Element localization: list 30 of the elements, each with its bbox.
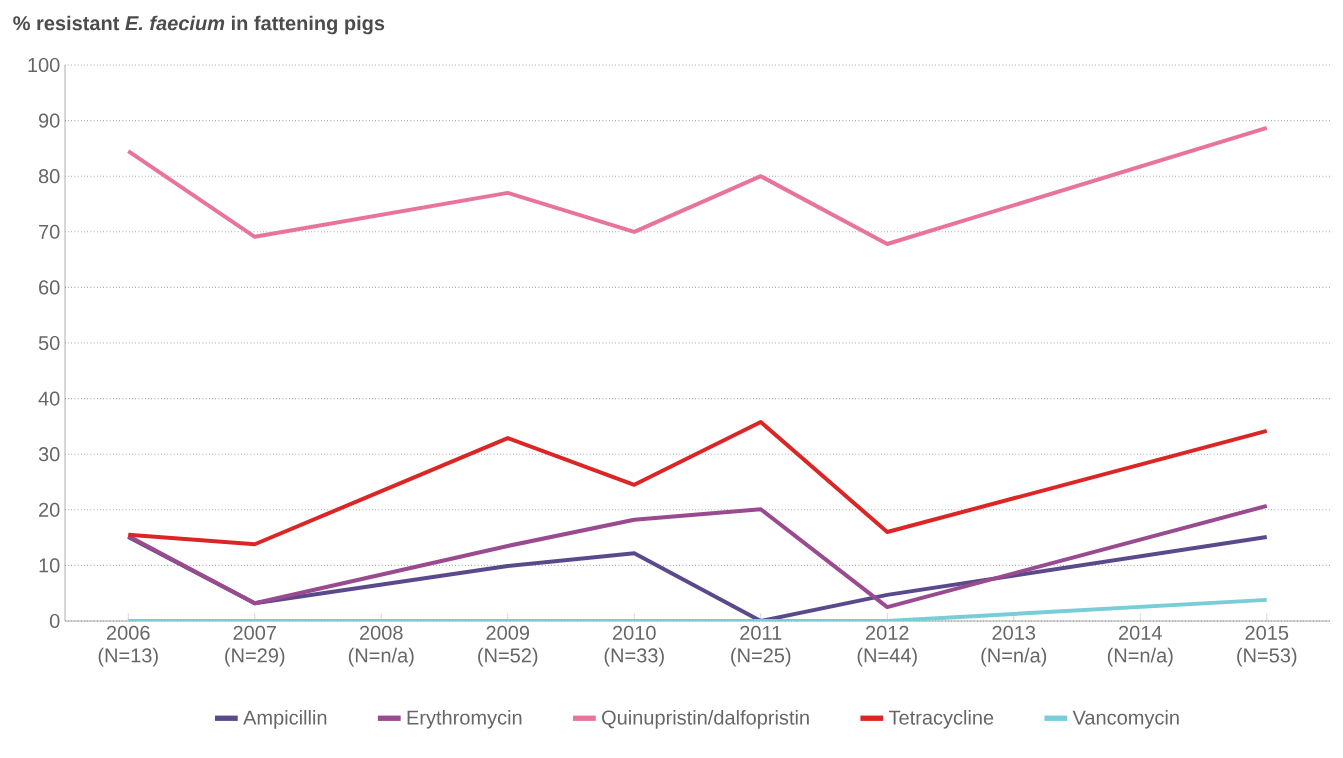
x-tick-label: 2008 (N=n/a) [348, 625, 414, 667]
legend-label: Quinupristin/dalfopristin [602, 710, 809, 729]
x-tick-label: 2007 (N=29) [225, 625, 285, 667]
y-tick-label: 10 [39, 558, 60, 573]
y-tick-label: 30 [38, 447, 60, 462]
x-tick-label: 2006 (N=13) [98, 625, 158, 667]
x-tick-label: 2012 (N=44) [857, 625, 917, 667]
y-tick-label: 100 [28, 57, 60, 73]
x-tick-label: 2010 (N=33) [604, 625, 664, 667]
y-tick-label: 0 [49, 613, 60, 629]
legend-label: Ampicillin [243, 710, 327, 729]
y-tick-label: 60 [39, 280, 60, 295]
legend-label: Tetracycline [888, 710, 994, 729]
x-tick-label: 2009 (N=52) [478, 625, 538, 667]
y-tick-label: 80 [38, 169, 60, 184]
x-tick-label: 2013 (N=n/a) [981, 625, 1047, 667]
y-tick-label: 40 [38, 391, 60, 406]
line-series [126, 503, 1269, 610]
legend-label: Erythromycin [407, 710, 522, 729]
y-tick-label: 90 [38, 113, 60, 128]
x-tick-label: 2014 (N=n/a) [1107, 625, 1173, 667]
x-tick-label: 2015 (N=53) [1237, 625, 1297, 667]
x-tick-label: 2011 (N=25) [731, 625, 791, 667]
y-tick-label: 50 [38, 335, 60, 351]
legend-label: Vancomycin [1072, 710, 1179, 729]
y-tick-label: 20 [39, 502, 60, 517]
chart-title: % resistant E. faecium in fattening pigs [13, 15, 385, 35]
y-tick-label: 70 [39, 224, 60, 239]
line-series [126, 419, 1269, 547]
line-series [126, 125, 1269, 247]
